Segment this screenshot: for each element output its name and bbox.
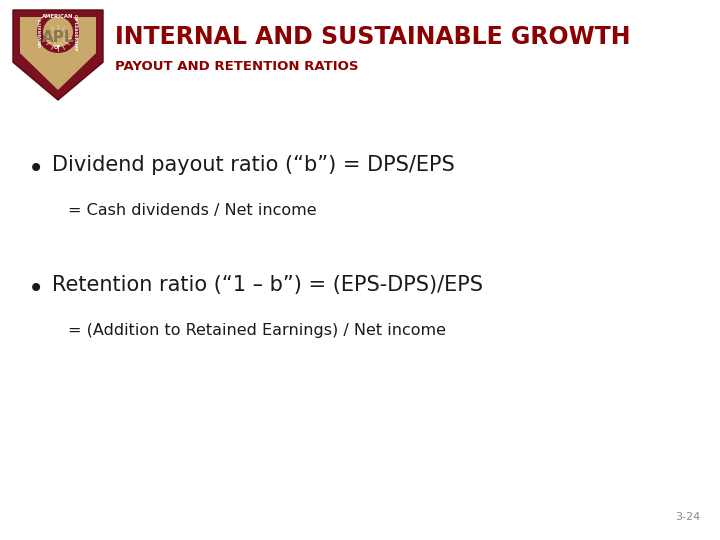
Text: •: • — [28, 155, 44, 183]
Polygon shape — [13, 10, 103, 100]
Text: Dividend payout ratio (“b”) = DPS/EPS: Dividend payout ratio (“b”) = DPS/EPS — [52, 155, 455, 175]
Wedge shape — [37, 11, 79, 53]
Text: 3-24: 3-24 — [675, 512, 700, 522]
Text: PAYOUT AND RETENTION RATIOS: PAYOUT AND RETENTION RATIOS — [115, 60, 359, 73]
Text: •: • — [28, 275, 44, 303]
Text: AMERICAN: AMERICAN — [42, 14, 73, 19]
Text: = (Addition to Retained Earnings) / Net income: = (Addition to Retained Earnings) / Net … — [68, 323, 446, 338]
Text: OF LEADERSHIP: OF LEADERSHIP — [73, 14, 77, 50]
Text: APL: APL — [42, 30, 74, 45]
Text: UNIVERSITY: UNIVERSITY — [39, 17, 43, 47]
Text: INTERNAL AND SUSTAINABLE GROWTH: INTERNAL AND SUSTAINABLE GROWTH — [115, 25, 631, 49]
Text: OF: OF — [54, 45, 62, 50]
Text: = Cash dividends / Net income: = Cash dividends / Net income — [68, 203, 317, 218]
Polygon shape — [20, 17, 96, 90]
Text: Retention ratio (“1 – b”) = (EPS-DPS)/EPS: Retention ratio (“1 – b”) = (EPS-DPS)/EP… — [52, 275, 483, 295]
